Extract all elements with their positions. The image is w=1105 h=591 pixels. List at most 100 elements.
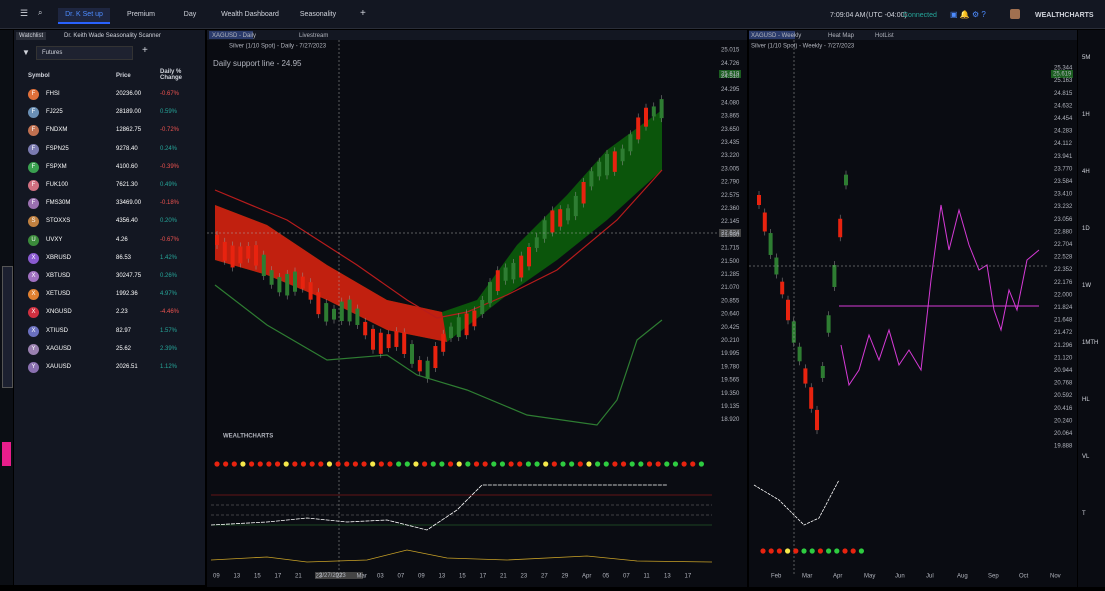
symbol-icon: X (28, 325, 39, 337)
signal-dot (266, 461, 272, 467)
watchlist-row[interactable]: U UVXY 4.26 -0.67% (14, 232, 205, 250)
watchlist-row[interactable]: F FNDXM 12862.75 -0.72% (14, 122, 205, 140)
symbol-icon: F (28, 198, 39, 210)
chart-tab[interactable]: Livestream (299, 33, 328, 39)
col-header: Daily % Change (160, 69, 183, 81)
candle (285, 273, 290, 296)
candle (433, 346, 438, 369)
watchlist-row[interactable]: X XBRUSD 86.53 1.42% (14, 250, 205, 268)
price-label: 19.350 (721, 391, 740, 397)
signal-dot (292, 461, 298, 467)
signal-dot (603, 461, 609, 467)
signal-dot (396, 461, 402, 467)
price-label: 22.176 (1054, 280, 1073, 286)
tab[interactable]: Wealth Dashboard (221, 11, 279, 18)
symbol: UVXY (46, 236, 63, 243)
signal-dot (809, 548, 815, 554)
candle (651, 106, 656, 117)
timeframe[interactable]: 1MTH (1082, 340, 1099, 346)
candle (612, 151, 617, 172)
change: 0.59% (160, 109, 178, 116)
watchlist-row[interactable]: F FUK100 7621.30 0.49% (14, 177, 205, 195)
tab[interactable]: Day (183, 11, 197, 18)
chart-subtitle: Silver (1/10 Spot) - Daily - 7/27/2023 (229, 44, 327, 50)
timeframe[interactable]: 1H (1082, 112, 1090, 118)
price-label: 20.944 (1054, 368, 1073, 374)
tab[interactable]: Premium (126, 11, 155, 18)
watchlist-row[interactable]: X XETUSD 1992.36 4.97% (14, 286, 205, 304)
timeframe[interactable]: 5M (1082, 55, 1091, 61)
price: 12862.75 (116, 127, 142, 134)
watchlist-row[interactable]: F FSPXM 4100.60 -0.39% (14, 159, 205, 177)
scanner-tab[interactable]: Dr. Keith Wade Seasonality Scanner (64, 33, 161, 39)
timeframe[interactable]: T (1082, 511, 1086, 517)
chart-tab[interactable]: Heat Map (828, 33, 855, 39)
symbol-icon: X (28, 252, 39, 264)
watchlist-row[interactable]: X XTIUSD 82.97 1.57% (14, 323, 205, 341)
watchlist-row[interactable]: X XNGUSD 2.23 -4.46% (14, 304, 205, 322)
timeframe[interactable]: VL (1082, 454, 1090, 460)
date-label: 09 (213, 574, 220, 580)
signal-dot (577, 461, 583, 467)
symbol-icon: U (28, 234, 39, 246)
price-label: 24.632 (1054, 103, 1073, 109)
search-icon[interactable]: ⌕ (38, 8, 43, 17)
timeframe[interactable]: 4H (1082, 169, 1090, 175)
watchlist-row[interactable]: Y XAGUSD 25.62 2.39% (14, 341, 205, 359)
ma-red (214, 169, 663, 319)
price-label: 23.770 (1054, 166, 1073, 172)
signal-dot (473, 461, 480, 467)
price-label: 24.112 (1054, 141, 1073, 147)
signal-dot (257, 461, 263, 467)
tab[interactable]: Dr. K Set up (58, 8, 110, 24)
date-label: 13 (234, 574, 241, 580)
price-label: 22.352 (1054, 267, 1073, 273)
watchlist-row[interactable]: F FSPN25 9278.40 0.24% (14, 141, 205, 159)
last-price: 25.619 (721, 72, 740, 78)
price-label: 25.163 (1054, 78, 1073, 84)
price-label: 24.454 (1054, 116, 1073, 122)
date-label: 15 (459, 574, 466, 580)
signal-dot (543, 461, 549, 467)
timeframe[interactable]: HL (1082, 397, 1090, 403)
watchlist: Watchlist Dr. Keith Wade Seasonality Sca… (14, 30, 205, 585)
toolbar-icons[interactable]: ▣ 🔔 ⚙ ? (950, 10, 986, 19)
add-symbol[interactable]: + (142, 45, 148, 56)
price: 9278.40 (116, 145, 138, 152)
watchlist-row[interactable]: F FMS30M 33469.00 -0.18% (14, 195, 205, 213)
date-label: 13 (439, 574, 446, 580)
tab[interactable]: Seasonality (299, 11, 337, 18)
price-label: 19.995 (721, 351, 740, 357)
watchlist-tab[interactable]: Watchlist (16, 32, 47, 40)
price-label: 23.650 (721, 127, 740, 133)
menu-icon[interactable]: ☰ (20, 8, 29, 18)
date-label: 15 (254, 574, 261, 580)
signal-dot (499, 461, 506, 467)
watchlist-row[interactable]: S STOXXS 4356.40 0.20% (14, 213, 205, 231)
filter-icon[interactable]: ▼ (22, 48, 30, 57)
avatar[interactable] (1010, 9, 1020, 19)
signal-dot (620, 461, 627, 467)
date-label: 07 (398, 574, 405, 580)
candle (472, 310, 477, 327)
candle (519, 255, 524, 278)
price-label: 20.592 (1054, 393, 1073, 399)
change: -0.67% (160, 236, 180, 243)
candle (238, 246, 243, 264)
price-label: 21.500 (721, 259, 740, 265)
candle (339, 301, 344, 321)
signal-dot (834, 548, 840, 554)
watchlist-row[interactable]: X XBTUSD 30247.75 0.26% (14, 268, 205, 286)
watchlist-row[interactable]: F FHSI 20236.00 -0.67% (14, 86, 205, 104)
price-label: 21.472 (1054, 330, 1073, 336)
add-tab[interactable]: + (360, 8, 366, 19)
timeframe[interactable]: 1W (1082, 283, 1091, 289)
date-label: Nov (1050, 574, 1061, 580)
candle (809, 387, 814, 409)
watchlist-row[interactable]: Y XAUUSD 2026.51 1.12% (14, 359, 205, 377)
watchlist-row[interactable]: F FJ225 28189.00 0.59% (14, 104, 205, 122)
chart-tab[interactable]: HotList (875, 33, 894, 39)
signal-dot (850, 548, 856, 554)
filter-select[interactable]: Futures (36, 46, 133, 60)
timeframe[interactable]: 1D (1082, 226, 1090, 232)
